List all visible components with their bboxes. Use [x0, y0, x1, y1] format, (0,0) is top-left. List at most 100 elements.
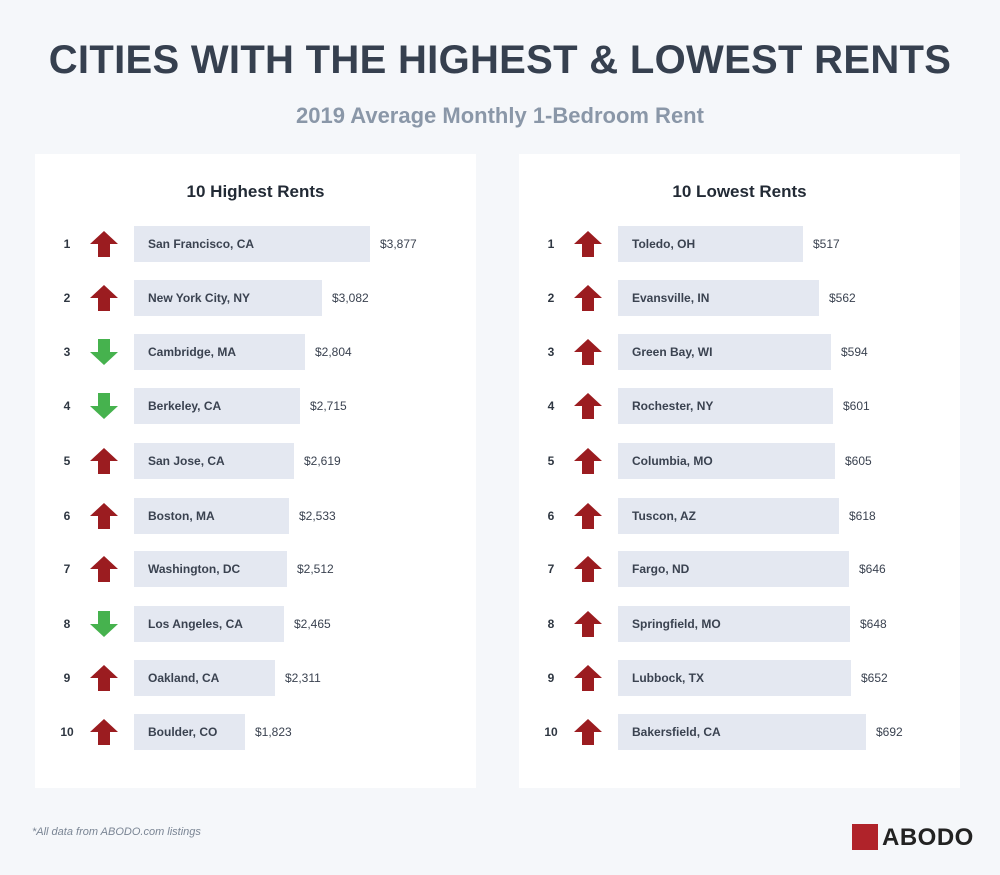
rent-bar: Columbia, MO — [618, 443, 835, 479]
city-label: Cambridge, MA — [148, 345, 237, 359]
highest-rents-panel: 10 Highest Rents 1 San Francisco, CA $3,87… — [35, 154, 476, 788]
table-row: 5 San Jose, CA $2,619 — [35, 443, 476, 479]
rent-value-label: $2,619 — [304, 454, 341, 468]
rent-value-label: $3,082 — [332, 291, 369, 305]
city-label: Washington, DC — [148, 562, 241, 576]
arrow-up-icon — [574, 719, 602, 745]
arrow-up-icon — [574, 285, 602, 311]
table-row: 10 Bakersfield, CA $692 — [519, 714, 960, 750]
rank-label: 6 — [63, 509, 71, 523]
rent-value-label: $648 — [860, 617, 887, 631]
city-label: Fargo, ND — [632, 562, 690, 576]
arrow-up-icon — [90, 719, 118, 745]
rent-bar: San Francisco, CA — [134, 226, 370, 262]
arrow-up-icon — [574, 556, 602, 582]
rank-label: 2 — [63, 291, 71, 305]
arrow-up-icon — [574, 611, 602, 637]
rank-label: 6 — [547, 509, 555, 523]
arrow-up-icon — [574, 231, 602, 257]
rent-bar: Boston, MA — [134, 498, 289, 534]
city-label: Bakersfield, CA — [632, 725, 721, 739]
city-label: Toledo, OH — [632, 237, 696, 251]
chart-title: CITIES WITH THE HIGHEST & LOWEST RENTS — [48, 38, 952, 82]
city-label: Boulder, CO — [148, 725, 218, 739]
city-label: San Francisco, CA — [148, 237, 255, 251]
rank-label: 10 — [60, 725, 74, 739]
rent-bar: Cambridge, MA — [134, 334, 305, 370]
table-row: 5 Columbia, MO $605 — [519, 443, 960, 479]
arrow-down-icon — [90, 611, 118, 637]
rent-value-label: $517 — [813, 237, 840, 251]
arrow-down-icon — [90, 339, 118, 365]
city-label: New York City, NY — [148, 291, 251, 305]
table-row: 3 Green Bay, WI $594 — [519, 334, 960, 370]
rent-value-label: $2,715 — [310, 399, 347, 413]
rent-value-label: $2,512 — [297, 562, 334, 576]
arrow-up-icon — [574, 448, 602, 474]
table-row: 7 Washington, DC $2,512 — [35, 551, 476, 587]
table-row: 1 Toledo, OH $517 — [519, 226, 960, 262]
rank-label: 3 — [63, 345, 71, 359]
rank-label: 9 — [63, 671, 71, 685]
table-row: 6 Boston, MA $2,533 — [35, 498, 476, 534]
rent-value-label: $594 — [841, 345, 868, 359]
table-row: 9 Lubbock, TX $652 — [519, 660, 960, 696]
arrow-up-icon — [574, 393, 602, 419]
rent-value-label: $1,823 — [255, 725, 292, 739]
arrow-up-icon — [90, 556, 118, 582]
table-row: 10 Boulder, CO $1,823 — [35, 714, 476, 750]
city-label: Springfield, MO — [632, 617, 721, 631]
rent-value-label: $618 — [849, 509, 876, 523]
table-row: 8 Springfield, MO $648 — [519, 606, 960, 642]
rank-label: 5 — [547, 454, 555, 468]
abodo-house-icon — [852, 824, 878, 850]
chart-subtitle: 2019 Average Monthly 1-Bedroom Rent — [296, 103, 704, 128]
rank-label: 3 — [547, 345, 555, 359]
rent-bar: Green Bay, WI — [618, 334, 831, 370]
city-label: Berkeley, CA — [148, 399, 222, 413]
arrow-up-icon — [90, 665, 118, 691]
table-row: 4 Berkeley, CA $2,715 — [35, 388, 476, 424]
rank-label: 9 — [547, 671, 555, 685]
rent-bar: Rochester, NY — [618, 388, 833, 424]
arrow-up-icon — [574, 503, 602, 529]
rent-value-label: $3,877 — [380, 237, 417, 251]
rent-bar: Fargo, ND — [618, 551, 849, 587]
rent-bar: Boulder, CO — [134, 714, 245, 750]
table-row: 6 Tuscon, AZ $618 — [519, 498, 960, 534]
arrow-up-icon — [90, 448, 118, 474]
rent-value-label: $2,311 — [285, 671, 321, 685]
rent-value-label: $2,804 — [315, 345, 352, 359]
table-row: 2 New York City, NY $3,082 — [35, 280, 476, 316]
rank-label: 5 — [63, 454, 71, 468]
rent-value-label: $652 — [861, 671, 888, 685]
table-row: 4 Rochester, NY $601 — [519, 388, 960, 424]
city-label: Columbia, MO — [632, 454, 713, 468]
arrow-up-icon — [574, 339, 602, 365]
rent-bar: Toledo, OH — [618, 226, 803, 262]
rent-value-label: $2,465 — [294, 617, 331, 631]
arrow-down-icon — [90, 393, 118, 419]
city-label: San Jose, CA — [148, 454, 225, 468]
city-label: Tuscon, AZ — [632, 509, 696, 523]
rent-bar: Evansville, IN — [618, 280, 819, 316]
table-row: 3 Cambridge, MA $2,804 — [35, 334, 476, 370]
rank-label: 2 — [547, 291, 555, 305]
rank-label: 1 — [547, 237, 555, 251]
rank-label: 8 — [547, 617, 555, 631]
rent-bar: Bakersfield, CA — [618, 714, 866, 750]
city-label: Green Bay, WI — [632, 345, 713, 359]
arrow-up-icon — [574, 665, 602, 691]
rent-bar: New York City, NY — [134, 280, 322, 316]
rank-label: 7 — [547, 562, 555, 576]
rank-label: 7 — [63, 562, 71, 576]
city-label: Oakland, CA — [148, 671, 220, 685]
lowest-rents-title: 10 Lowest Rents — [672, 182, 807, 201]
city-label: Rochester, NY — [632, 399, 714, 413]
rent-value-label: $605 — [845, 454, 872, 468]
lowest-rents-panel: 10 Lowest Rents 1 Toledo, OH $517 2 Evansvil… — [519, 154, 960, 788]
logo-text: ABODO — [882, 824, 974, 851]
rent-value-label: $601 — [843, 399, 870, 413]
table-row: 2 Evansville, IN $562 — [519, 280, 960, 316]
table-row: 7 Fargo, ND $646 — [519, 551, 960, 587]
